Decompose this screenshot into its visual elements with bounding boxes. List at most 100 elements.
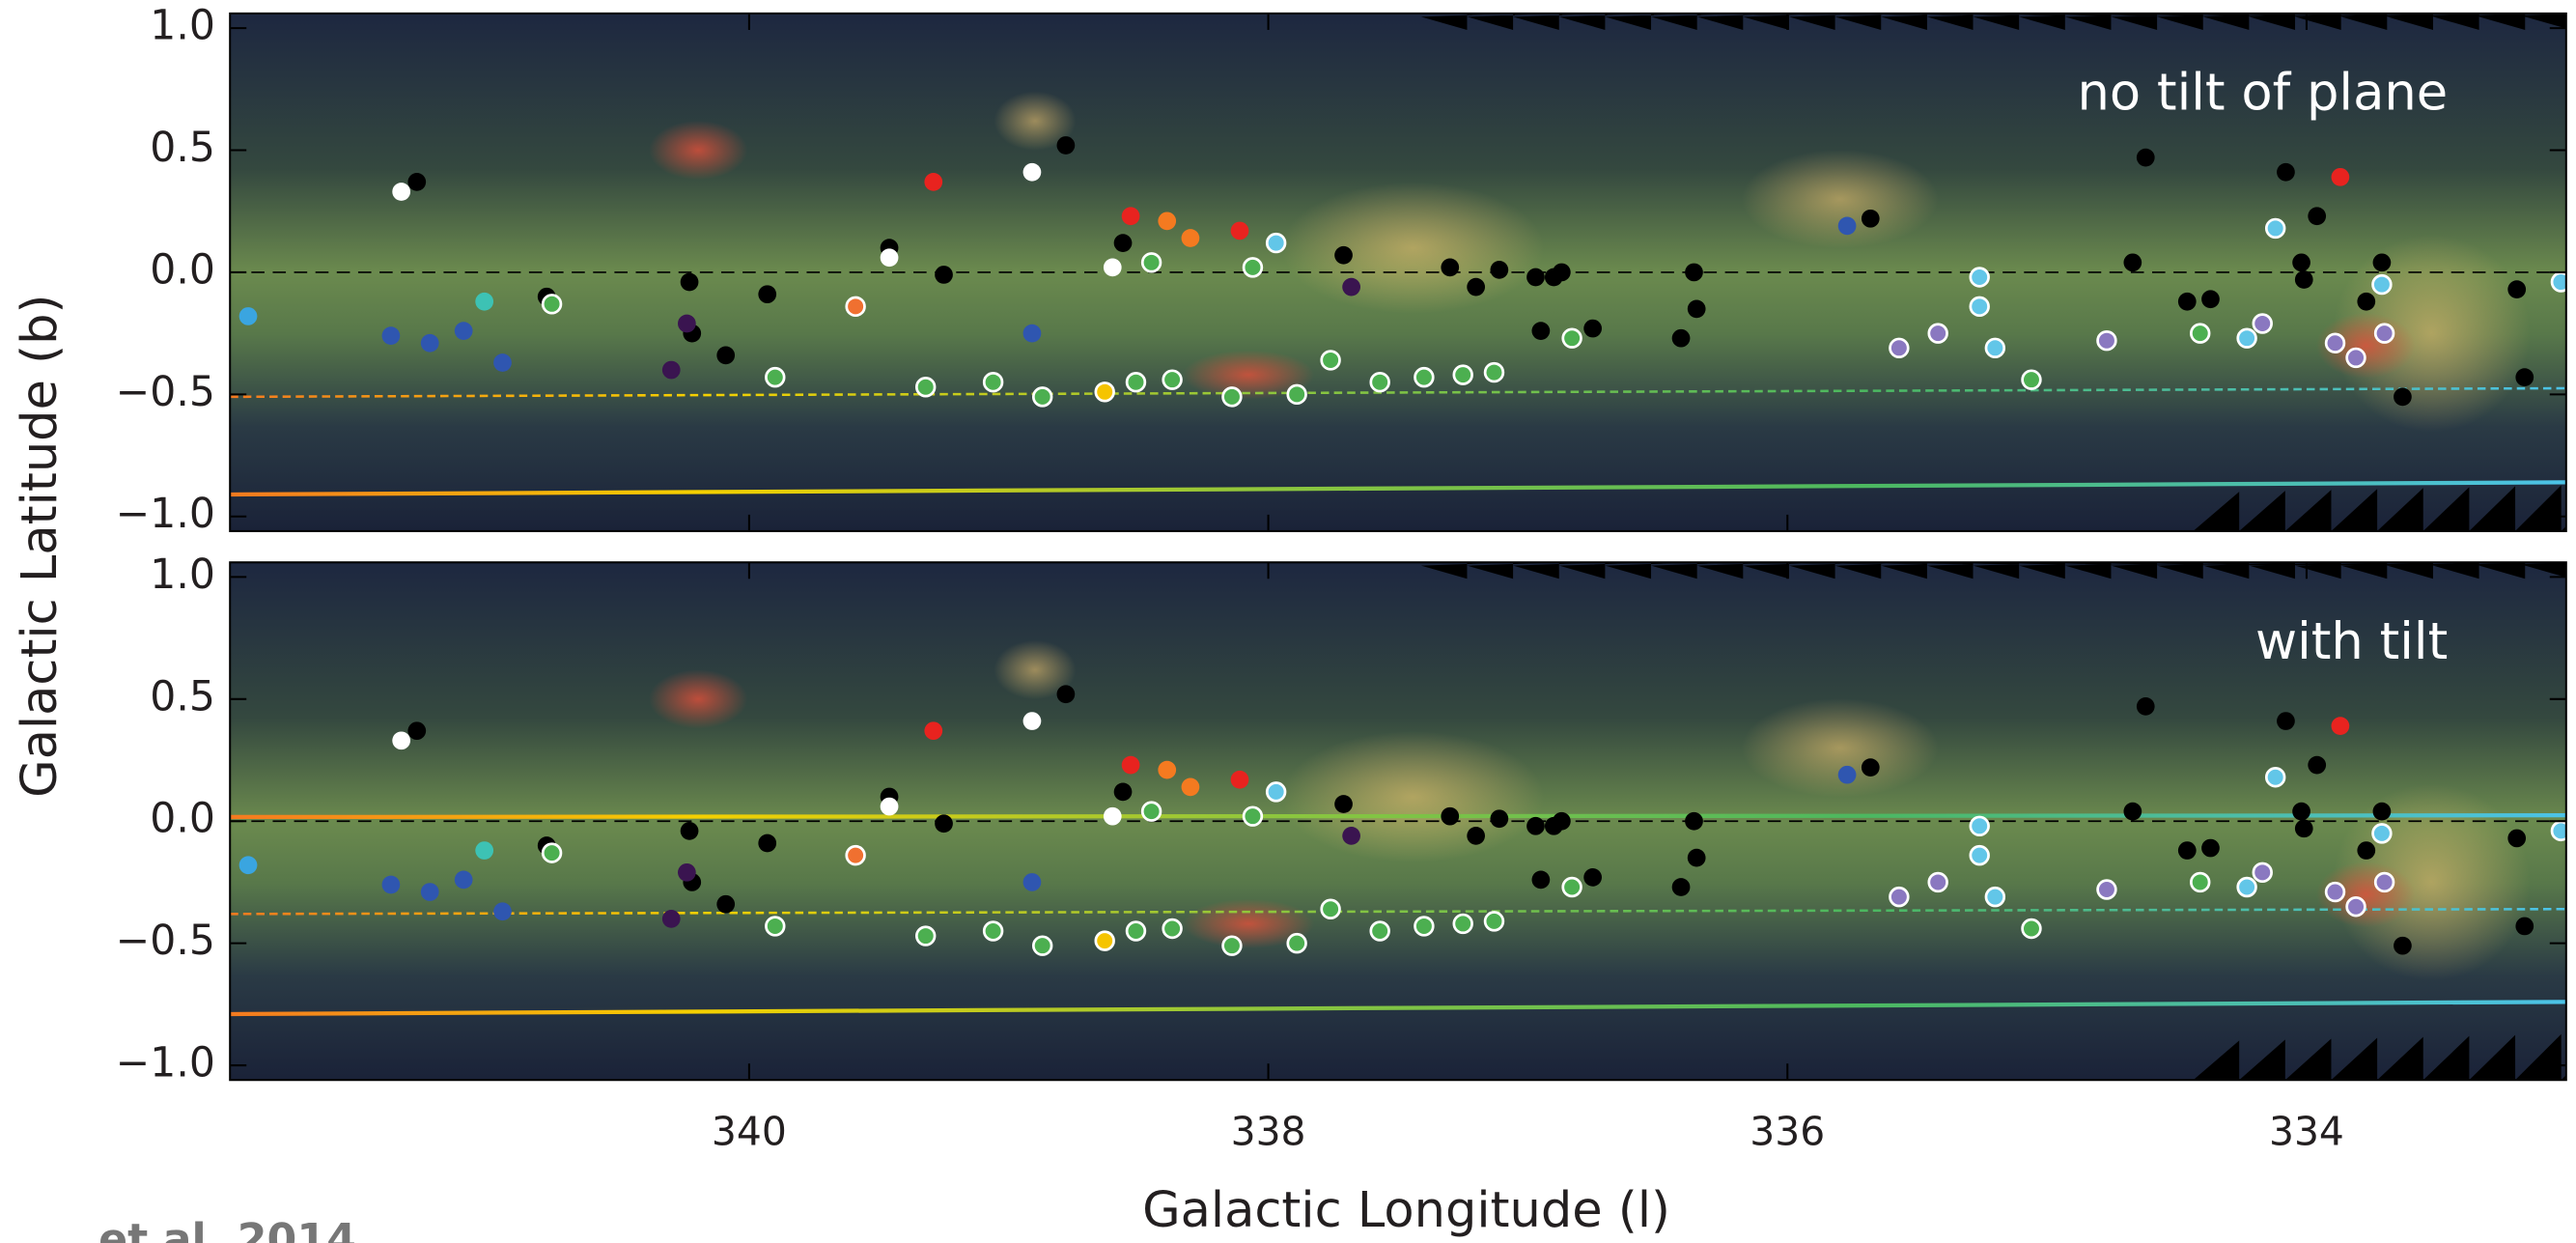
plane-line: [230, 386, 2566, 399]
source-point: [238, 856, 258, 875]
source-point: [2277, 162, 2295, 182]
source-point: [381, 326, 401, 346]
source-point: [407, 721, 427, 741]
source-point: [2277, 712, 2295, 730]
source-point: [1334, 795, 1353, 813]
y-tick-label: 0.5: [150, 125, 215, 172]
mosaic-edge: [2193, 1033, 2566, 1081]
source-point: [2308, 207, 2327, 226]
source-point: [1531, 870, 1551, 890]
source-point: [1242, 257, 1264, 278]
source-point: [1113, 234, 1133, 252]
source-point: [935, 266, 953, 284]
source-point: [1583, 319, 1602, 338]
source-point: [2177, 841, 2197, 860]
source-point: [2190, 323, 2211, 344]
source-point: [1320, 350, 1341, 371]
source-point: [420, 333, 439, 353]
panel: 1.0 0.5 0.0 −0.5 −1.0 340 338 336 334 with tilt Ga…: [98, 551, 2567, 1243]
source-point: [1969, 815, 1990, 837]
source-point: [2136, 148, 2155, 167]
source-point: [1158, 212, 1177, 231]
source-point: [2201, 290, 2220, 309]
source-point: [2371, 273, 2393, 296]
nebula: [649, 120, 748, 181]
nebula: [649, 669, 748, 729]
source-point: [407, 173, 427, 191]
source-point: [1483, 361, 1505, 383]
source-point: [1685, 811, 1703, 831]
y-axis-label: Galactic Latitude (b): [12, 295, 69, 798]
source-point: [2252, 862, 2273, 884]
source-point: [2136, 697, 2155, 716]
y-tick-label: 1.0: [150, 3, 215, 50]
source-point: [1121, 207, 1140, 226]
panel: 1.0 0.5 0.0 −0.5 −1.0 no tilt of plane Galacti…: [12, 3, 2567, 798]
source-point: [1969, 296, 1990, 318]
source-point: [2373, 323, 2395, 344]
source-point: [2264, 217, 2286, 240]
source-point: [758, 285, 777, 304]
nebula: [994, 639, 1077, 700]
source-point: [2515, 368, 2534, 386]
source-point: [1342, 277, 1360, 297]
source-point: [493, 353, 512, 372]
source-point: [2331, 167, 2350, 186]
source-point: [1022, 873, 1042, 891]
source-point: [2123, 253, 2142, 272]
source-point: [1342, 827, 1360, 845]
source-point: [982, 371, 1004, 393]
source-point: [1526, 816, 1545, 835]
plane-line: [230, 813, 2566, 820]
source-point: [2550, 271, 2566, 293]
source-point: [2394, 936, 2412, 955]
source-point: [2264, 767, 2286, 788]
y-tick-label: −0.5: [116, 918, 215, 965]
source-point: [1837, 765, 1857, 784]
source-point: [1452, 913, 1473, 935]
source-point: [2373, 871, 2395, 893]
source-point: [1140, 252, 1162, 273]
source-point: [392, 183, 411, 201]
source-point: [1103, 806, 1122, 826]
source-point: [2201, 838, 2220, 858]
source-point: [2308, 755, 2327, 775]
source-point: [982, 920, 1004, 942]
source-point: [1022, 162, 1042, 182]
source-point: [678, 862, 696, 882]
source-point: [1022, 324, 1042, 343]
source-point: [2357, 841, 2376, 860]
source-point: [1671, 878, 1691, 896]
source-point: [1242, 805, 1264, 827]
source-point: [1861, 758, 1880, 777]
x-tick-label: 340: [712, 1108, 787, 1154]
plane-line: [230, 907, 2566, 916]
source-point: [1561, 327, 1582, 349]
nebula: [1741, 698, 1939, 798]
y-tick-label: −0.5: [116, 369, 215, 416]
y-tick-label: 0.0: [150, 796, 215, 843]
source-point: [1490, 261, 1509, 279]
source-point: [2372, 802, 2392, 821]
source-point: [1181, 229, 1200, 247]
source-point: [2507, 829, 2527, 848]
source-point: [1685, 263, 1703, 282]
source-point: [2252, 313, 2273, 334]
source-point: [924, 173, 943, 191]
nebula: [994, 91, 1077, 151]
source-point: [2021, 369, 2042, 390]
source-point: [1441, 806, 1460, 826]
source-point: [2371, 823, 2393, 844]
source-point: [2507, 280, 2527, 298]
source-point: [238, 307, 258, 325]
source-point: [1230, 221, 1249, 240]
source-point: [680, 272, 699, 292]
source-point: [1984, 886, 2006, 908]
source-point: [1031, 386, 1053, 408]
y-tick-label: 0.5: [150, 673, 215, 720]
source-point: [1094, 381, 1115, 403]
source-point: [2324, 881, 2346, 903]
source-point: [2294, 819, 2313, 838]
source-point: [1531, 322, 1551, 340]
